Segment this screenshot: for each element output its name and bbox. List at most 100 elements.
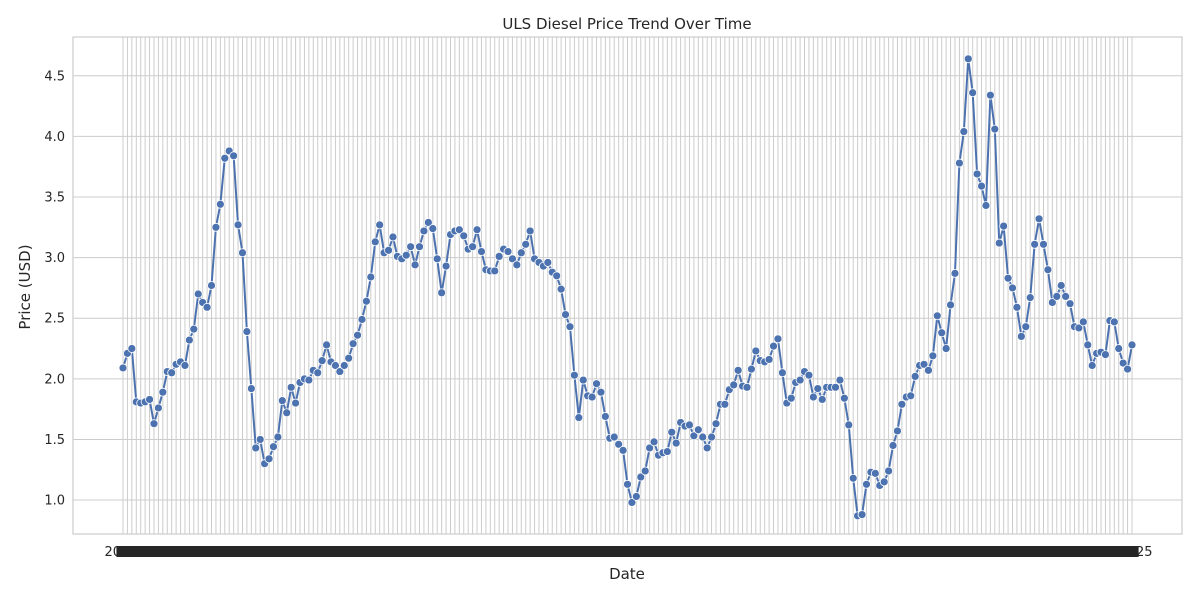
x-tick-label: [1116, 546, 1139, 557]
data-point: [477, 247, 486, 256]
data-point: [689, 431, 699, 441]
data-point: [862, 479, 871, 489]
chart-title: ULS Diesel Price Trend Over Time: [502, 15, 751, 33]
data-point: [410, 260, 420, 270]
data-point: [698, 432, 708, 442]
data-point: [233, 220, 243, 230]
data-point: [193, 289, 203, 299]
data-point: [645, 443, 655, 453]
data-point: [220, 153, 230, 163]
data-point: [556, 284, 566, 294]
data-point: [184, 335, 194, 345]
data-point: [242, 327, 252, 336]
y-tick-label: 2.0: [44, 372, 65, 387]
data-point: [813, 384, 823, 393]
data-point: [640, 466, 650, 476]
data-point: [932, 311, 942, 321]
data-point: [525, 226, 535, 236]
y-axis-ticks: 1.0 1.5 2.0 2.5 3.0 3.5 4.0 4.5: [44, 69, 65, 508]
data-point: [282, 408, 292, 418]
data-point: [264, 454, 274, 464]
data-point: [693, 425, 703, 435]
data-point: [587, 392, 597, 402]
data-point: [764, 355, 774, 364]
data-point: [361, 296, 371, 306]
data-point: [1052, 292, 1062, 301]
data-point: [269, 442, 278, 452]
data-point: [1061, 292, 1071, 301]
data-point: [707, 432, 716, 442]
data-point: [1127, 340, 1137, 350]
data-point: [1118, 358, 1128, 368]
data-point: [454, 225, 464, 235]
data-point: [304, 375, 314, 385]
data-point: [441, 261, 451, 271]
data-point: [649, 437, 659, 447]
data-point: [857, 510, 867, 519]
data-point: [937, 328, 947, 338]
x-axis-ticks: 20062025: [104, 545, 1152, 560]
y-tick-label: 3.0: [44, 251, 65, 266]
data-point: [1012, 302, 1022, 312]
data-points: [118, 54, 1137, 521]
data-point: [994, 238, 1004, 248]
data-point: [202, 302, 212, 312]
data-point: [831, 382, 840, 392]
data-point: [702, 443, 712, 453]
data-point: [1025, 293, 1035, 303]
data-point: [375, 220, 385, 230]
data-point: [503, 247, 513, 256]
data-point: [578, 375, 588, 385]
data-point: [1039, 239, 1048, 249]
data-point: [313, 368, 323, 378]
data-point: [614, 439, 624, 449]
data-point: [415, 242, 424, 252]
data-point: [795, 375, 805, 385]
data-point: [888, 441, 898, 450]
data-point: [596, 387, 606, 397]
y-tick-label: 1.0: [44, 494, 65, 509]
data-point: [512, 260, 522, 270]
data-point: [884, 466, 893, 476]
data-point: [384, 245, 393, 255]
data-point: [388, 232, 398, 242]
data-point: [1030, 239, 1040, 249]
data-point: [1101, 350, 1110, 360]
data-point: [968, 88, 978, 98]
data-point: [711, 419, 721, 429]
data-point: [623, 479, 632, 489]
data-point: [423, 218, 433, 227]
data-point: [335, 367, 345, 376]
data-point: [769, 341, 778, 351]
data-point: [959, 127, 969, 136]
data-point: [401, 250, 411, 260]
data-point: [251, 443, 261, 453]
data-point: [729, 380, 739, 390]
x-tick-label-last: 2025: [1119, 545, 1152, 560]
data-point: [1123, 364, 1132, 374]
data-point: [817, 395, 827, 404]
data-point: [919, 359, 929, 369]
data-point: [291, 398, 300, 408]
data-point: [516, 248, 526, 258]
data-point: [1034, 214, 1044, 224]
data-point: [273, 432, 283, 442]
data-point: [990, 124, 1000, 134]
data-point: [671, 438, 681, 448]
data-point: [1008, 283, 1017, 293]
data-point: [1074, 323, 1084, 333]
data-point: [339, 361, 349, 370]
data-point: [118, 363, 128, 373]
data-point: [331, 361, 340, 370]
data-point: [981, 201, 991, 210]
data-point: [543, 258, 553, 267]
data-point: [906, 391, 916, 401]
data-point: [631, 492, 641, 501]
data-point: [1043, 265, 1053, 275]
data-point: [786, 393, 796, 403]
data-point: [804, 370, 814, 380]
data-point: [1003, 273, 1013, 283]
data-point: [720, 399, 730, 409]
